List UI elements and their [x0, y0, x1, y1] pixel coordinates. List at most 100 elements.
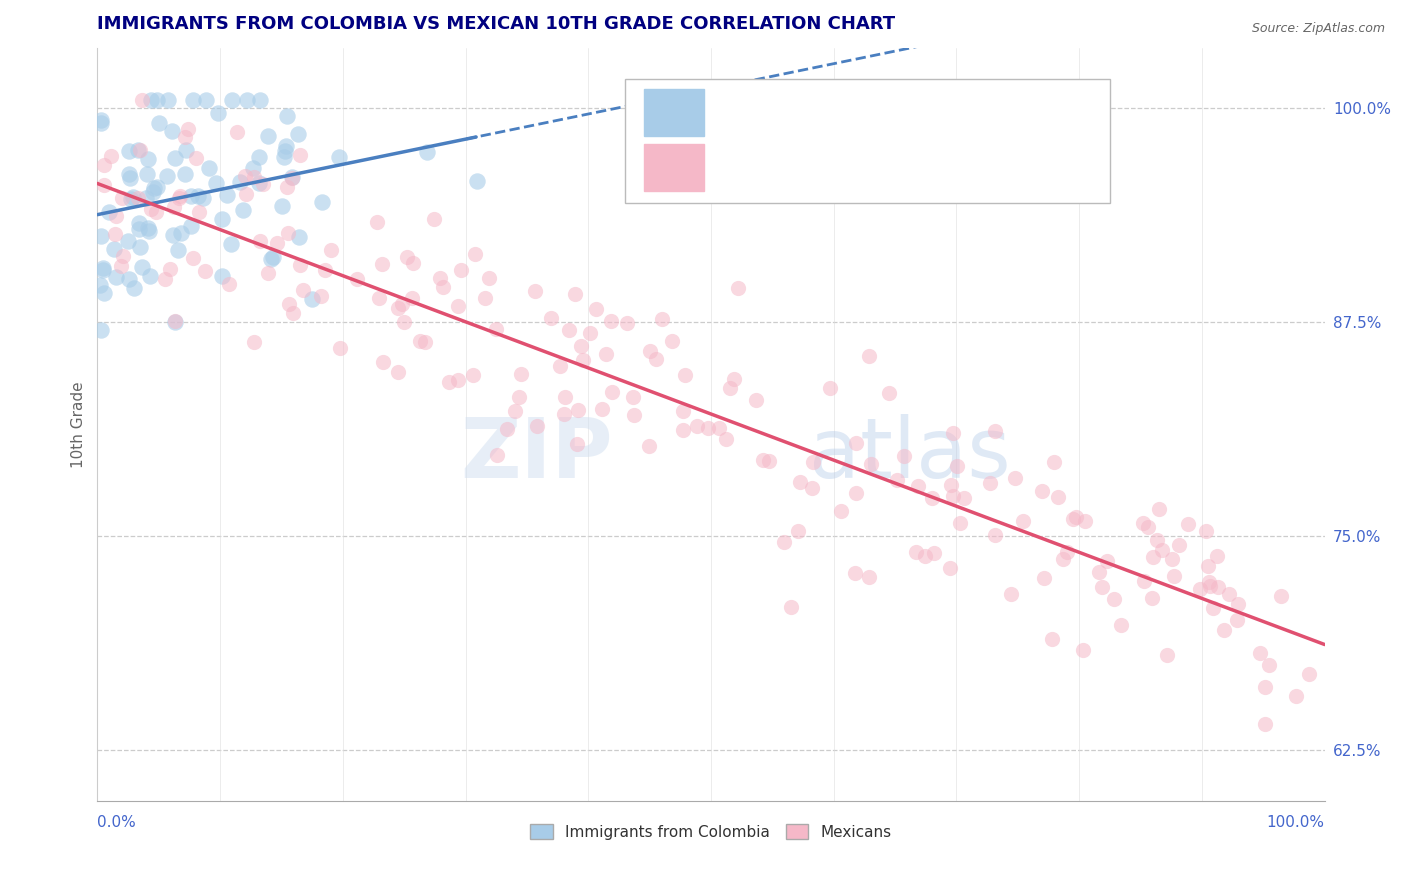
Point: [91, 260, 114, 275]
Point: [984, 424, 1007, 438]
Point: [167, 191, 190, 205]
Point: [277, 297, 299, 311]
Point: [91, 263, 114, 277]
Point: [1011, 514, 1033, 528]
Point: [644, 351, 666, 366]
Point: [127, 191, 149, 205]
Point: [1071, 643, 1094, 657]
Point: [946, 459, 969, 474]
Point: [1073, 514, 1095, 528]
Point: [818, 381, 841, 395]
Point: [218, 277, 240, 292]
Point: [274, 145, 297, 159]
Point: [221, 93, 243, 107]
Point: [1031, 483, 1053, 498]
Point: [1202, 601, 1225, 615]
Point: [845, 436, 868, 450]
Point: [415, 335, 437, 350]
Point: [136, 152, 159, 166]
Point: [174, 144, 197, 158]
Point: [1137, 520, 1160, 534]
Point: [89, 277, 111, 292]
Point: [174, 167, 197, 181]
Point: [893, 449, 915, 463]
Y-axis label: 10th Grade: 10th Grade: [72, 382, 86, 468]
Point: [942, 426, 965, 441]
Point: [1147, 502, 1170, 516]
Point: [554, 390, 576, 404]
Point: [117, 234, 139, 248]
Text: Source: ZipAtlas.com: Source: ZipAtlas.com: [1251, 22, 1385, 36]
Point: [671, 423, 693, 437]
Point: [1142, 549, 1164, 564]
Text: R =   0.253   N =    83: R = 0.253 N = 83: [714, 103, 914, 121]
Point: [1000, 587, 1022, 601]
Point: [1090, 580, 1112, 594]
Point: [585, 302, 607, 317]
Point: [450, 263, 472, 277]
Point: [1257, 658, 1279, 673]
Point: [949, 516, 972, 531]
Point: [141, 202, 163, 217]
Point: [858, 570, 880, 584]
Point: [247, 150, 270, 164]
Point: [723, 372, 745, 386]
Point: [886, 473, 908, 487]
Point: [194, 263, 217, 277]
Point: [156, 169, 179, 184]
Point: [1168, 538, 1191, 552]
Point: [714, 433, 737, 447]
Point: [249, 234, 271, 248]
Point: [565, 437, 588, 451]
Point: [1140, 591, 1163, 606]
Point: [138, 223, 160, 237]
Point: [103, 242, 125, 256]
Point: [758, 454, 780, 468]
Point: [191, 191, 214, 205]
Point: [187, 189, 209, 203]
Point: [1177, 516, 1199, 531]
Point: [508, 390, 530, 404]
Point: [939, 478, 962, 492]
Point: [772, 535, 794, 549]
Point: [90, 323, 112, 337]
Point: [243, 335, 266, 350]
Point: [194, 93, 217, 107]
Point: [780, 599, 803, 614]
Point: [319, 243, 342, 257]
Point: [905, 545, 928, 559]
Point: [1152, 542, 1174, 557]
Point: [180, 189, 202, 203]
Point: [463, 368, 485, 382]
Point: [599, 314, 621, 328]
Point: [346, 271, 368, 285]
Point: [391, 297, 413, 311]
Point: [1270, 589, 1292, 603]
Point: [257, 128, 280, 143]
Point: [187, 205, 209, 219]
Point: [1052, 552, 1074, 566]
Point: [160, 124, 183, 138]
Point: [90, 113, 112, 128]
Point: [273, 150, 295, 164]
Text: atlas: atlas: [810, 414, 1011, 495]
Point: [953, 491, 976, 505]
Point: [198, 161, 221, 175]
Point: [727, 281, 749, 295]
Point: [602, 385, 624, 400]
Point: [167, 243, 190, 257]
Point: [1218, 586, 1240, 600]
Point: [262, 250, 284, 264]
Text: 0.0%: 0.0%: [97, 814, 136, 830]
Point: [1133, 574, 1156, 589]
Point: [696, 420, 718, 434]
Point: [211, 211, 233, 226]
Point: [1088, 566, 1111, 580]
Point: [503, 404, 526, 418]
Point: [553, 407, 575, 421]
Point: [104, 269, 127, 284]
Point: [1249, 646, 1271, 660]
Point: [247, 176, 270, 190]
Point: [1225, 614, 1247, 628]
Point: [242, 161, 264, 176]
